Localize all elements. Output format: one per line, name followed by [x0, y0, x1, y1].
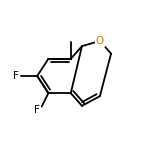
Text: F: F	[34, 105, 40, 115]
Text: O: O	[96, 36, 104, 46]
Text: F: F	[13, 71, 19, 81]
